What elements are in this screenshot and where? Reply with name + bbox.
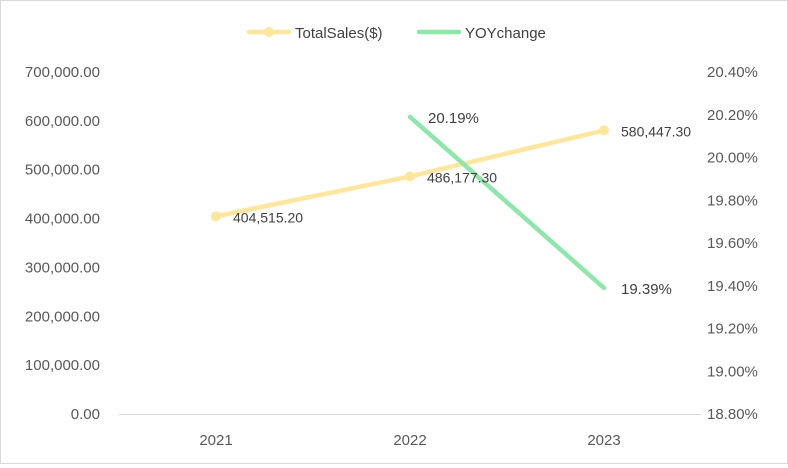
left-tick-label: 300,000.00 [25,259,100,276]
right-tick-label: 20.00% [707,150,758,167]
yoy-change-data-label: 20.19% [428,110,479,127]
x-tick-label: 2021 [199,432,232,449]
total-sales-data-label: 486,177.30 [427,169,497,185]
right-y-axis: 18.80% 19.00% 19.20% 19.40% 19.60% 19.80% 20.0… [707,64,758,423]
left-tick-label: 700,000.00 [25,64,100,81]
right-tick-label: 19.20% [707,321,758,338]
legend-total-sales-label: TotalSales($) [295,25,383,42]
data-labels: 404,515.20 486,177.30 580,447.30 20.19% 19.3… [233,110,691,298]
right-tick-label: 19.80% [707,192,758,209]
x-tick-label: 2023 [587,432,620,449]
right-tick-label: 19.40% [707,278,758,295]
left-tick-label: 0.00 [71,406,100,423]
left-tick-label: 100,000.00 [25,357,100,374]
right-tick-label: 20.40% [707,64,758,81]
total-sales-marker [599,125,609,136]
x-axis: 2021 2022 2023 [119,414,701,449]
total-sales-data-label: 404,515.20 [233,209,303,225]
legend: TotalSales($) YOYchange [246,25,546,42]
total-sales-data-label: 580,447.30 [621,123,691,139]
right-tick-label: 19.60% [707,235,758,252]
left-tick-label: 600,000.00 [25,113,100,130]
right-tick-label: 19.00% [707,363,758,380]
series-lines [211,114,609,291]
left-tick-label: 500,000.00 [25,162,100,179]
left-tick-label: 400,000.00 [25,211,100,228]
right-tick-label: 20.20% [707,107,758,124]
right-tick-label: 18.80% [707,406,758,423]
legend-yoy-change-label: YOYchange [465,25,546,42]
total-sales-marker [405,171,415,182]
left-tick-label: 200,000.00 [25,308,100,325]
yoy-change-data-label: 19.39% [621,281,672,298]
x-tick-label: 2022 [393,432,426,449]
legend-total-sales-marker [264,27,274,37]
left-y-axis: 0.00 100,000.00 200,000.00 300,000.00 400,00… [25,64,100,423]
total-sales-marker [211,211,221,222]
series-line-yoy-change [407,114,607,291]
